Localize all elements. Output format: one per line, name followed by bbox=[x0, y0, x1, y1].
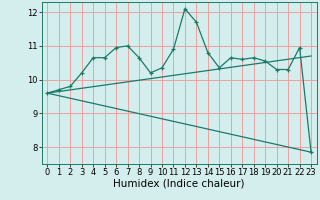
X-axis label: Humidex (Indice chaleur): Humidex (Indice chaleur) bbox=[114, 179, 245, 189]
